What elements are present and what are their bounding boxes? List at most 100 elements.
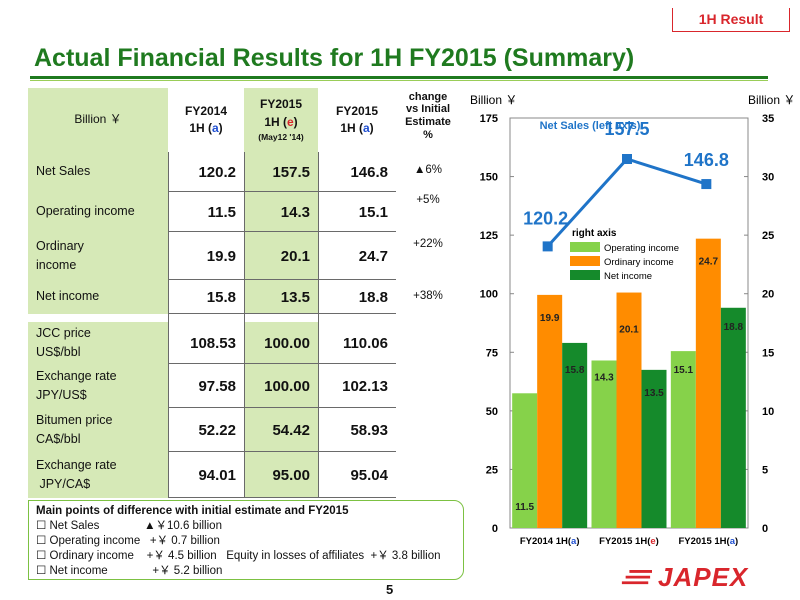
net-sales-value-label: 157.5 <box>604 119 649 139</box>
row-label-text: Operating income <box>36 202 135 221</box>
bar-net-income <box>641 369 667 528</box>
row-label: Exchange rate JPY/CA$ <box>28 452 168 498</box>
bar-value-label: 20.1 <box>619 325 639 336</box>
header-line: 1H (e) <box>264 114 297 131</box>
page-title: Actual Financial Results for 1H FY2015 (… <box>34 44 635 72</box>
bar-operating-income <box>591 360 617 528</box>
bar-value-label: 11.5 <box>515 502 534 513</box>
right-tick-label: 10 <box>762 406 774 418</box>
value-fy2014: 108.53 <box>190 334 236 352</box>
value-fy2015-actual: 24.7 <box>358 247 388 265</box>
column-divider <box>168 322 169 498</box>
header-text: ) <box>369 121 374 135</box>
value-fy2014: 52.22 <box>198 421 236 439</box>
row-label-text: Exchange rate JPY/CA$ <box>36 456 117 495</box>
category-label: FY2015 1H(a) <box>678 536 738 547</box>
value-fy2015-estimate: 13.5 <box>244 280 318 314</box>
section-tag: 1H Result <box>672 8 790 32</box>
value-fy2015-estimate: 157.5 <box>244 152 318 192</box>
change-value: +22% <box>413 238 443 250</box>
value-fy2015-actual: 58.93 <box>350 421 388 439</box>
notes-box: Main points of difference with initial e… <box>28 500 464 580</box>
row-label: Net Sales <box>28 152 168 192</box>
notes-line: ☐ Operating income +￥ 0.7 billion <box>36 535 220 547</box>
row-label-line: JPY/US$ <box>36 388 87 402</box>
header-text: ) <box>293 114 298 129</box>
row-label-text: Exchange rate JPY/US$ <box>36 367 117 406</box>
notes-line: ☐ Net Sales ▲￥10.6 billion <box>36 520 222 532</box>
value-fy2014: 19.9 <box>206 247 236 265</box>
header-text: 1H ( <box>189 121 212 135</box>
notes-line: ☐ Net income +￥ 5.2 billion <box>36 565 223 577</box>
column-divider <box>244 322 245 498</box>
notes-line: ☐ Ordinary income +￥ 4.5 billion Equity … <box>36 550 441 562</box>
value-fy2015-estimate: 100.00 <box>244 364 318 408</box>
bar-value-label: 15.1 <box>674 365 694 376</box>
row-divider <box>168 279 396 280</box>
notes-title: Main points of difference with initial e… <box>36 505 349 517</box>
header-accent: e <box>286 114 294 129</box>
header-accent: a <box>211 121 219 135</box>
legend-title: right axis <box>572 228 617 239</box>
right-tick-label: 30 <box>762 172 774 184</box>
change-header-line: % <box>423 128 433 141</box>
title-rule <box>30 76 768 79</box>
row-label-line: US$/bbl <box>36 345 81 359</box>
value-fy2014: 120.2 <box>198 163 236 181</box>
row-label: Operating income <box>28 192 168 232</box>
category-label: FY2015 1H(e) <box>599 536 659 547</box>
unit-label: Billion ￥ <box>74 112 122 127</box>
net-sales-value-label: 146.8 <box>684 150 729 170</box>
row-divider <box>168 497 396 498</box>
header-fy2015-1h-a: FY2015 1H (a) <box>318 88 396 152</box>
row-label-text: Net Sales <box>36 162 90 181</box>
top-bar: 1H Result <box>0 0 800 40</box>
left-tick-label: 100 <box>480 289 498 301</box>
change-header-line: change <box>408 90 448 103</box>
row-label-line: JCC price <box>36 325 91 340</box>
row-label: Net income <box>28 280 168 314</box>
financial-chart: Billion ￥ Billion ￥ 0 25 50 75 100 125 150 175 0 5 1… <box>470 93 795 547</box>
change-header-line: vs Initial <box>405 103 451 116</box>
value-fy2014: 97.58 <box>198 377 236 395</box>
row-divider <box>168 313 396 314</box>
value-fy2015-estimate: 100.00 <box>244 322 318 364</box>
left-tick-label: 25 <box>486 464 498 476</box>
row-label-line: Net Sales <box>36 164 91 179</box>
category-label: FY2014 1H(a) <box>520 536 580 547</box>
bar-ordinary-income <box>695 238 721 528</box>
bar-value-label: 24.7 <box>699 257 719 268</box>
bar-value-label: 18.8 <box>724 322 744 333</box>
left-tick-label: 0 <box>492 523 498 535</box>
logo-speed-lines-icon <box>621 570 652 585</box>
legend-swatch <box>570 270 600 280</box>
row-label-line: Ordinary <box>36 238 84 253</box>
right-axis-label: Billion ￥ <box>748 93 795 107</box>
column-divider <box>244 152 245 402</box>
value-fy2014: 15.8 <box>206 288 236 306</box>
left-tick-label: 150 <box>480 172 498 184</box>
bar-net-income <box>562 342 588 528</box>
header-line: FY2015 <box>259 97 303 112</box>
row-label-line: Net income <box>36 289 100 304</box>
bar-value-label: 15.8 <box>565 365 585 376</box>
column-divider <box>318 322 319 498</box>
right-tick-label: 15 <box>762 347 774 359</box>
row-label-line: CA$/bbl <box>36 432 81 446</box>
header-line: FY2014 <box>184 103 228 118</box>
bar-value-label: 13.5 <box>644 388 664 399</box>
left-tick-label: 50 <box>486 406 498 418</box>
right-tick-label: 0 <box>762 523 768 535</box>
bar-ordinary-income <box>537 294 563 528</box>
left-tick-label: 75 <box>486 347 498 359</box>
header-line: 1H (a) <box>340 120 373 137</box>
header-accent: a <box>362 121 370 135</box>
right-tick-label: 35 <box>762 113 774 125</box>
value-fy2015-actual: 102.13 <box>342 377 388 395</box>
value-fy2014: 94.01 <box>198 466 236 484</box>
bar-operating-income <box>512 393 538 528</box>
header-fy2015-1h-e: FY2015 1H (e) (May12 '14) <box>244 88 318 152</box>
row-label: Ordinary income <box>28 232 168 280</box>
value-fy2014: 11.5 <box>207 203 236 221</box>
row-divider <box>168 363 396 364</box>
